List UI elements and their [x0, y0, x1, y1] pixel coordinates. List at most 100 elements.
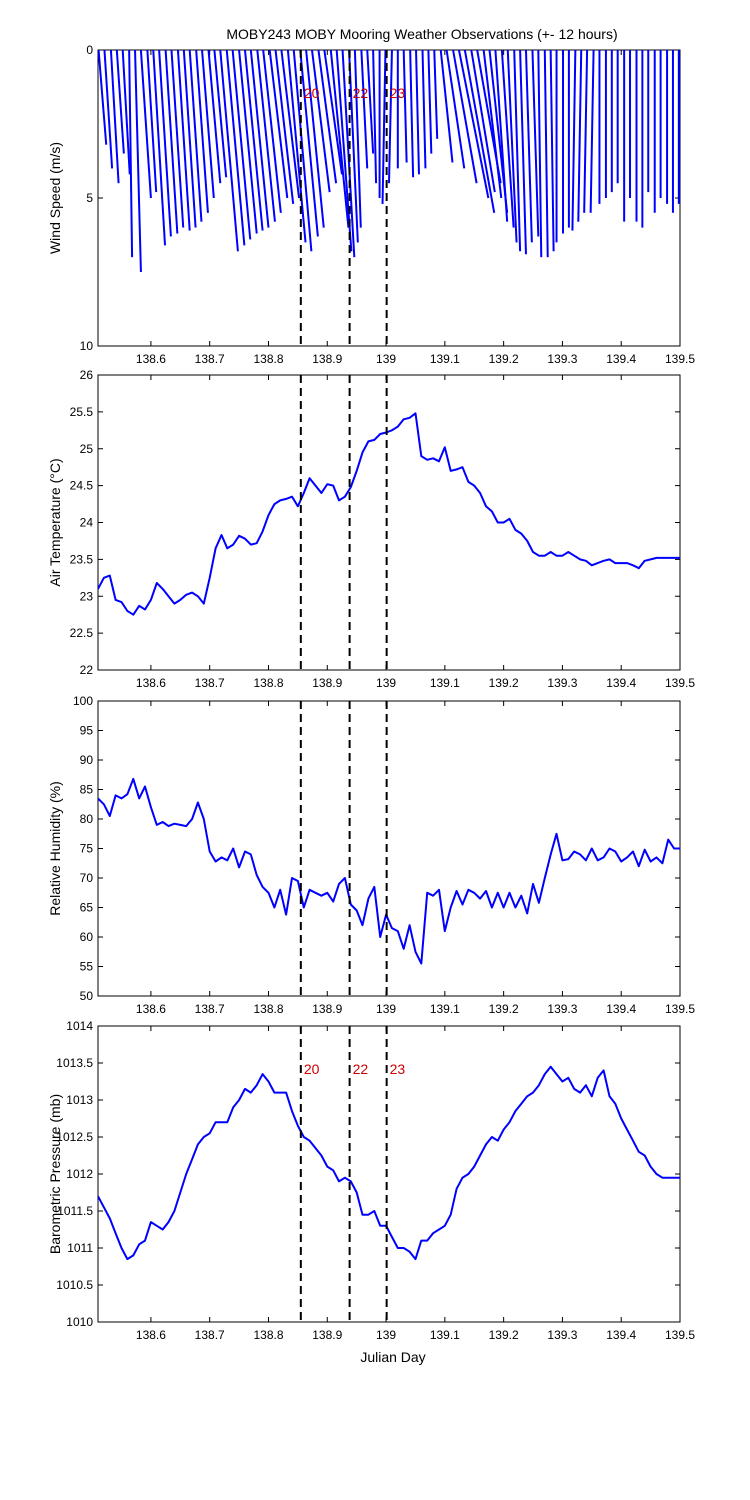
x-tick-label: 138.6: [136, 676, 166, 690]
wind-stick: [381, 50, 387, 204]
marker-label-23: 23: [390, 1061, 406, 1077]
wind-stick: [353, 50, 362, 228]
wind-stick: [152, 50, 167, 246]
x-tick-label: 139.5: [665, 1328, 695, 1342]
x-axis-label: Julian Day: [360, 1349, 425, 1365]
x-tick-label: 138.9: [312, 676, 342, 690]
wind-stick: [280, 50, 301, 199]
wind-stick: [225, 50, 246, 246]
wind-stick: [286, 50, 307, 243]
wind-stick: [317, 50, 338, 184]
wind-stick: [146, 50, 158, 193]
y-axis-label: Barometric Pressure (mb): [47, 1094, 63, 1254]
wind-stick: [182, 50, 197, 228]
x-tick-label: 139.4: [606, 1328, 636, 1342]
wind-stick: [433, 50, 439, 139]
wind-stick: [457, 50, 490, 199]
wind-stick: [513, 50, 522, 252]
wind-stick: [292, 50, 313, 252]
wind-stick: [238, 50, 258, 234]
panel-air-temp: 22 22.5 23 23.5 24 24.5 25 25.5 26 138.6 138.7 138.…: [47, 368, 695, 690]
wind-stick: [207, 50, 222, 184]
x-tick-label: 139.3: [547, 1328, 577, 1342]
y-tick-label: 0: [86, 43, 93, 57]
data-layer: [98, 50, 680, 273]
wind-stick: [531, 50, 540, 237]
y-tick-label: 100: [73, 694, 93, 708]
wind-stick: [164, 50, 179, 234]
wind-stick: [524, 50, 533, 243]
wind-stick: [121, 50, 131, 175]
wind-stick: [506, 50, 518, 243]
wind-stick: [335, 50, 353, 252]
x-tick-label: 139.1: [430, 676, 460, 690]
x-tick-label: 138.7: [195, 1002, 225, 1016]
wind-stick: [195, 50, 209, 213]
x-tick-label: 139.3: [547, 676, 577, 690]
y-tick-label: 55: [80, 960, 94, 974]
y-tick-label: 1012.5: [56, 1130, 93, 1144]
plot-frame: [97, 374, 681, 671]
x-tick-label: 138.7: [195, 1328, 225, 1342]
wind-stick: [256, 50, 276, 222]
wind-stick: [299, 50, 319, 237]
series-line-humidity: [98, 777, 680, 965]
x-tick-label: 139: [376, 352, 396, 366]
wind-stick: [571, 50, 577, 231]
x-tick-label: 138.9: [312, 1328, 342, 1342]
x-tick-label: 139.5: [665, 1002, 695, 1016]
x-tick-label: 139.1: [430, 352, 460, 366]
panel-pressure: 1010 1010.5 1011 1011.5 1012 1012.5 1013 1013.5…: [47, 1019, 695, 1342]
wind-stick: [366, 50, 375, 154]
y-tick-label: 60: [80, 930, 94, 944]
y-tick-label: 25: [80, 442, 94, 456]
x-tick-label: 138.8: [253, 1002, 283, 1016]
marker-label-20: 20: [304, 85, 320, 101]
wind-stick: [577, 50, 583, 222]
wind-stick: [372, 50, 378, 184]
y-tick-label: 50: [80, 989, 94, 1003]
wind-stick: [128, 50, 134, 258]
wind-stick: [213, 50, 228, 178]
wind-stick: [329, 50, 350, 228]
y-tick-label: 65: [80, 901, 94, 915]
y-tick-label: 85: [80, 783, 94, 797]
wind-stick: [231, 50, 252, 240]
wind-stick: [360, 50, 369, 169]
wind-stick: [463, 50, 496, 213]
x-tick-label: 138.6: [136, 1002, 166, 1016]
y-tick-label: 24: [80, 516, 94, 530]
wind-stick: [537, 50, 543, 258]
y-tick-label: 25.5: [70, 405, 94, 419]
wind-stick: [262, 50, 282, 213]
data-layer: [98, 777, 680, 965]
y-tick-label: 24.5: [70, 479, 94, 493]
wind-stick: [98, 50, 108, 145]
wind-stick: [427, 50, 433, 154]
x-tick-label: 138.9: [312, 1002, 342, 1016]
y-tick-label: 1012: [66, 1167, 93, 1181]
y-tick-label: 95: [80, 724, 94, 738]
wind-stick: [103, 50, 114, 169]
chart-panels: 0 5 10 138.6 138.7 138.8 138.9 139 139.1 139.2 139…: [47, 43, 695, 1342]
y-tick-label: 26: [80, 368, 94, 382]
y-axis-label: Relative Humidity (%): [47, 781, 63, 916]
wind-stick: [421, 50, 427, 169]
y-tick-label: 23.5: [70, 552, 94, 566]
y-tick-label: 10: [80, 339, 94, 353]
x-tick-label: 138.6: [136, 352, 166, 366]
y-tick-label: 1011: [67, 1241, 93, 1255]
wind-stick: [115, 50, 125, 154]
wind-stick: [500, 50, 515, 228]
wind-stick: [445, 50, 466, 169]
x-tick-label: 138.9: [312, 352, 342, 366]
wind-stick: [543, 50, 549, 258]
y-tick-label: 75: [80, 842, 94, 856]
marker-label-20: 20: [304, 1061, 320, 1077]
wind-stick: [549, 50, 555, 252]
wind-stick: [341, 50, 356, 258]
x-tick-label: 139.3: [547, 1002, 577, 1016]
y-tick-label: 1010: [66, 1315, 93, 1329]
y-axis-label: Wind Speed (m/s): [47, 142, 63, 254]
